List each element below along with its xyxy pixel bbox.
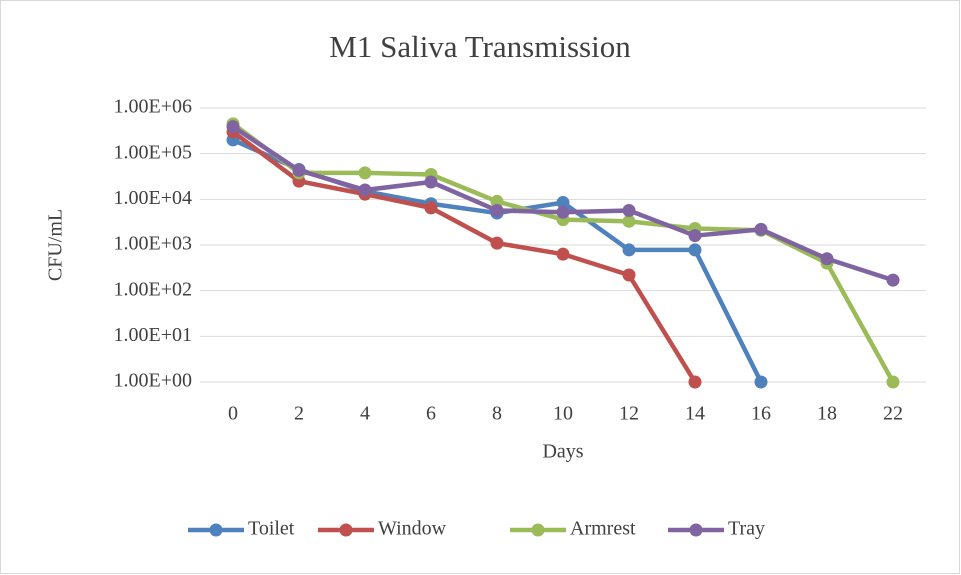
x-tick-label: 0 [228,403,238,425]
data-point [688,243,702,257]
data-point [358,166,372,180]
data-point [424,175,438,189]
y-tick-label: 1.00E+02 [114,278,193,300]
data-point [622,243,636,257]
x-tick-label: 8 [492,403,502,425]
y-tick-label: 1.00E+00 [114,370,193,392]
x-tick-label: 4 [360,403,370,425]
data-point [622,203,636,217]
y-tick-label: 1.00E+03 [114,233,193,255]
legend-marker [531,523,545,537]
data-point [490,194,504,208]
data-point [358,183,372,197]
data-point [556,247,570,261]
data-point [886,273,900,287]
x-tick-label: 6 [426,403,436,425]
data-point [622,214,636,228]
legend-marker [339,523,353,537]
data-point [688,229,702,243]
legend-label: Armrest [570,518,636,540]
legend-label: Toilet [248,518,295,540]
data-point [292,163,306,177]
y-tick-label: 1.00E+06 [114,96,193,118]
data-point [226,120,240,134]
data-point [556,205,570,219]
legend-marker [209,523,223,537]
y-tick-label: 1.00E+04 [114,187,193,209]
series-line [231,130,697,384]
y-axis-label: CFU/mL [45,209,67,281]
legend-label: Window [378,518,447,540]
chart-title: M1 Saliva Transmission [329,29,631,64]
x-tick-label: 12 [619,403,639,425]
legend-marker [689,523,703,537]
data-point [754,375,768,389]
x-tick-label: 16 [751,403,771,425]
x-tick-label: 18 [817,403,837,425]
y-tick-label: 1.00E+05 [114,141,193,163]
data-point [820,252,834,266]
data-point [490,203,504,217]
data-point [424,201,438,215]
data-point [622,268,636,282]
y-tick-label: 1.00E+01 [114,324,193,346]
x-tick-label: 10 [553,403,573,425]
x-tick-label: 22 [883,403,903,425]
data-point [490,236,504,250]
x-tick-label: 14 [685,403,705,425]
data-point [688,375,702,389]
data-point [556,196,570,210]
x-axis-label: Days [542,441,583,463]
legend-label: Tray [728,518,765,540]
x-tick-label: 2 [294,403,304,425]
data-point [886,375,900,389]
data-point [754,222,768,236]
